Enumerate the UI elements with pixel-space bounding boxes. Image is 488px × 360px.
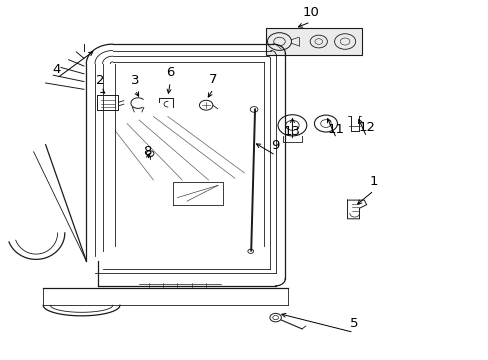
Text: 7: 7 — [209, 73, 217, 86]
Text: 12: 12 — [358, 121, 374, 134]
Text: 10: 10 — [302, 6, 318, 19]
Text: 13: 13 — [284, 125, 300, 138]
Text: 11: 11 — [327, 122, 345, 136]
Text: 9: 9 — [271, 139, 279, 153]
Text: 3: 3 — [131, 74, 139, 87]
Text: 6: 6 — [166, 66, 174, 79]
Text: 8: 8 — [143, 145, 152, 158]
Text: 2: 2 — [96, 74, 105, 87]
Text: 4: 4 — [52, 63, 61, 76]
Text: 5: 5 — [349, 316, 357, 330]
Bar — [265, 28, 361, 55]
Text: 1: 1 — [369, 175, 377, 188]
